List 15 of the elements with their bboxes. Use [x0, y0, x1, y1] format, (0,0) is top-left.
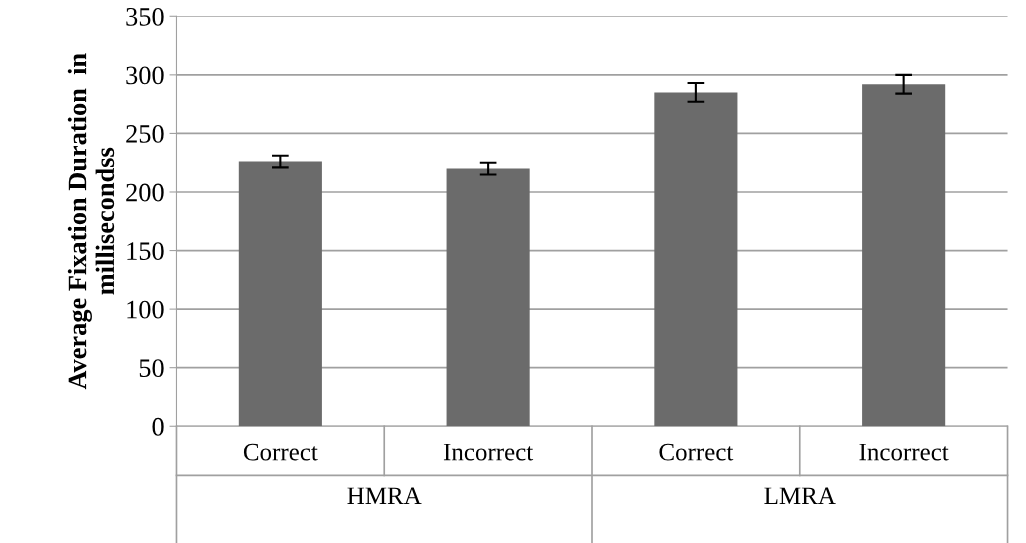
- text: LMRA: [764, 487, 836, 505]
- y-tick-label: 50: [139, 359, 164, 378]
- y-tick-label: 0: [152, 417, 164, 436]
- y-tick-label: 350: [126, 7, 164, 26]
- y-tick-label: 100: [127, 300, 164, 319]
- y-tick-label: 200: [126, 183, 164, 202]
- y-tick-label: 250: [126, 125, 164, 143]
- text: HMRA: [347, 487, 422, 505]
- x-tick-label: Correct: [659, 443, 734, 461]
- x-tick-label: Incorrect: [443, 443, 534, 461]
- y-axis-title: Average Fixation Duration in millisecondss: [67, 53, 115, 390]
- x-tick-label: Correct: [243, 443, 318, 461]
- y-tick-label: 300: [126, 66, 164, 85]
- y-tick-label: 150: [127, 242, 164, 260]
- x-tick-label: Incorrect: [859, 443, 949, 461]
